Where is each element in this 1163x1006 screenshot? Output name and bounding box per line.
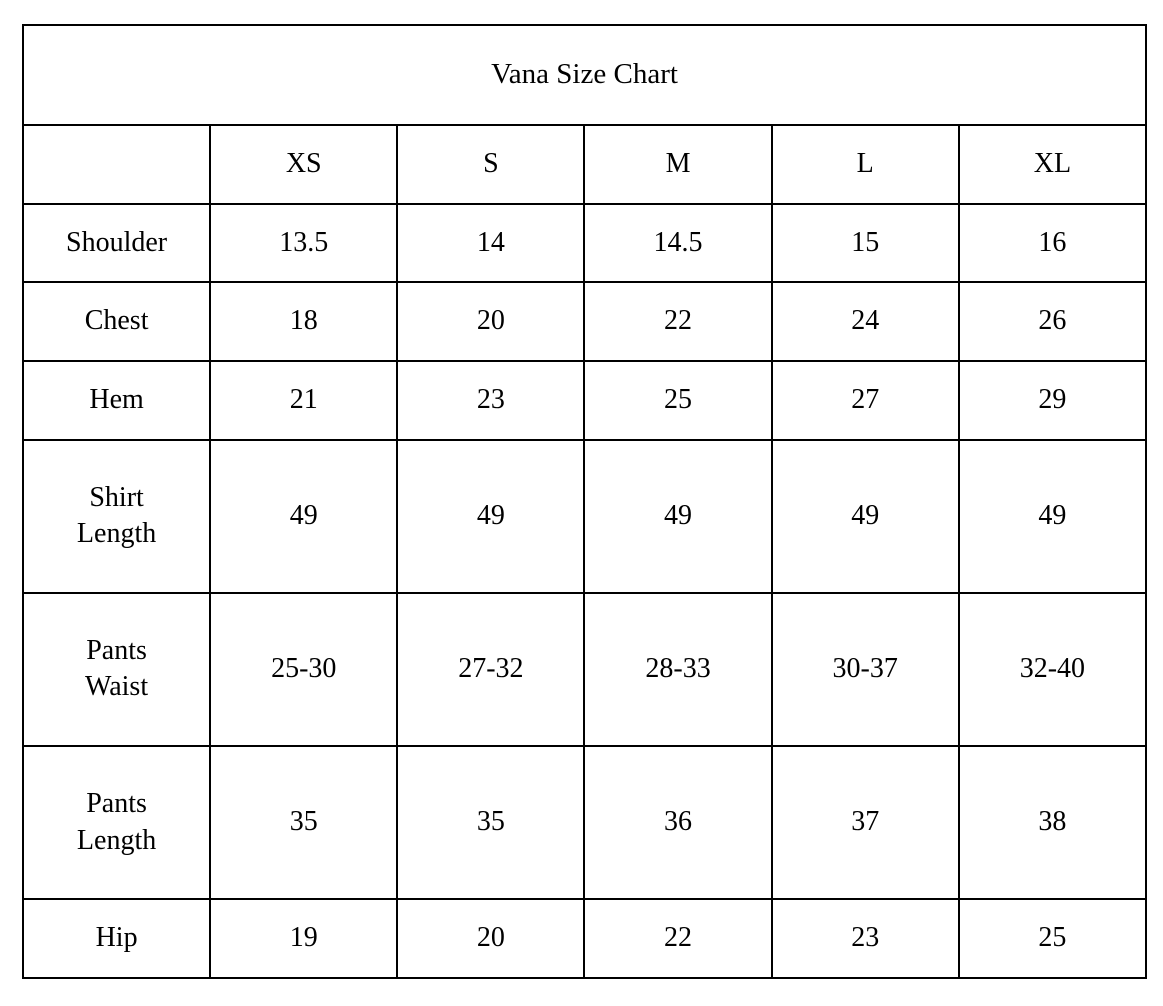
table-row-shoulder: Shoulder 13.5 14 14.5 15 16: [21, 202, 1148, 284]
row-label-chest: Chest: [21, 281, 212, 362]
cell-chest-l: 24: [770, 281, 960, 362]
cell-shirt-length-xs: 49: [209, 438, 399, 594]
cell-hem-m: 25: [583, 359, 773, 441]
cell-hem-l: 27: [770, 359, 960, 441]
row-label-hip: Hip: [21, 898, 212, 979]
cell-shoulder-xs: 13.5: [209, 202, 399, 284]
column-header-l: L: [770, 124, 960, 205]
column-header-m: M: [583, 124, 773, 205]
cell-hem-s: 23: [396, 359, 586, 441]
title-row: Vana Size Chart: [22, 24, 1147, 126]
cell-pants-waist-xs: 25-30: [209, 591, 399, 748]
table-row-hip: Hip 19 20 22 23 25: [21, 898, 1148, 979]
table-row-pants-waist: Pants Waist 25-30 27-32 28-33 30-37 32-4…: [21, 591, 1148, 748]
row-label-shirt-length: Shirt Length: [21, 438, 212, 594]
cell-pants-waist-s: 27-32: [396, 591, 586, 748]
row-label-pants-waist: Pants Waist: [21, 591, 212, 748]
table-row-hem: Hem 21 23 25 27 29: [21, 359, 1148, 441]
cell-pants-waist-l: 30-37: [770, 591, 960, 748]
cell-chest-m: 22: [583, 281, 773, 362]
header-row: XS S M L XL: [21, 124, 1148, 205]
cell-shoulder-s: 14: [396, 202, 586, 284]
table-title: Vana Size Chart: [22, 24, 1147, 126]
cell-hip-xs: 19: [209, 898, 399, 979]
cell-hip-s: 20: [396, 898, 586, 979]
cell-chest-s: 20: [396, 281, 586, 362]
cell-shirt-length-s: 49: [396, 438, 586, 594]
cell-pants-length-xs: 35: [209, 745, 399, 901]
cell-hem-xs: 21: [209, 359, 399, 441]
cell-shoulder-m: 14.5: [583, 202, 773, 284]
table-row-chest: Chest 18 20 22 24 26: [21, 281, 1148, 362]
column-header-xs: XS: [209, 124, 399, 205]
cell-pants-length-m: 36: [583, 745, 773, 901]
table-row-shirt-length: Shirt Length 49 49 49 49 49: [21, 438, 1148, 594]
cell-pants-waist-m: 28-33: [583, 591, 773, 748]
cell-pants-length-xl: 38: [957, 745, 1148, 901]
cell-hip-l: 23: [770, 898, 960, 979]
cell-shirt-length-l: 49: [770, 438, 960, 594]
cell-pants-length-s: 35: [396, 745, 586, 901]
cell-shoulder-l: 15: [770, 202, 960, 284]
cell-shirt-length-m: 49: [583, 438, 773, 594]
row-label-shoulder: Shoulder: [21, 202, 212, 284]
row-label-pants-length: Pants Length: [21, 745, 212, 901]
table-row-pants-length: Pants Length 35 35 36 37 38: [21, 745, 1148, 901]
cell-pants-length-l: 37: [770, 745, 960, 901]
cell-hip-m: 22: [583, 898, 773, 979]
cell-chest-xs: 18: [209, 281, 399, 362]
size-chart-table: Vana Size Chart XS S M L XL Shoulder 13.…: [21, 24, 1148, 979]
corner-cell: [21, 124, 212, 205]
cell-shirt-length-xl: 49: [957, 438, 1148, 594]
cell-chest-xl: 26: [957, 281, 1148, 362]
cell-pants-waist-xl: 32-40: [957, 591, 1148, 748]
column-header-s: S: [396, 124, 586, 205]
cell-hem-xl: 29: [957, 359, 1148, 441]
column-header-xl: XL: [957, 124, 1148, 205]
row-label-hem: Hem: [21, 359, 212, 441]
cell-shoulder-xl: 16: [957, 202, 1148, 284]
cell-hip-xl: 25: [957, 898, 1148, 979]
